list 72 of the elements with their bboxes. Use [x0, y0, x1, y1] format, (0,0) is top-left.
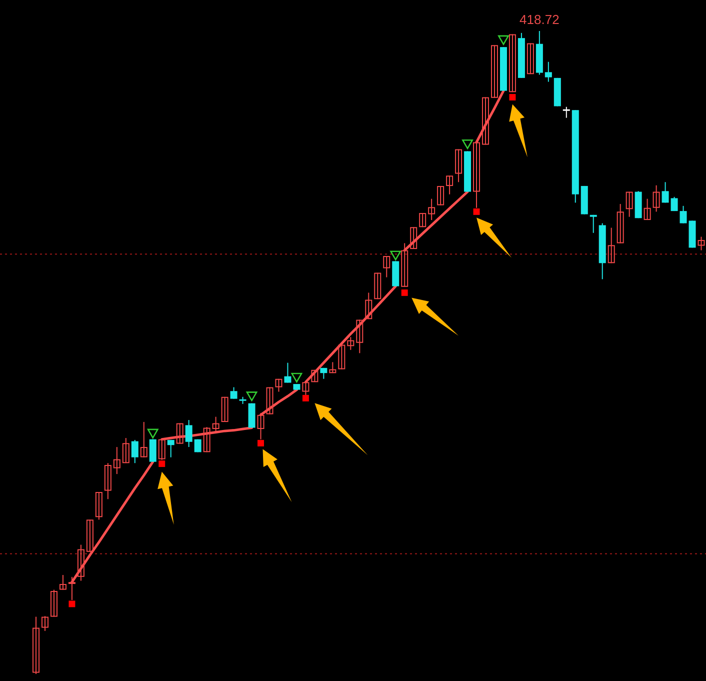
- candlestick: [616, 203, 624, 244]
- point: [390, 250, 402, 260]
- candlestick: [562, 106, 570, 118]
- point: [498, 35, 509, 45]
- candlestick: [680, 205, 687, 224]
- candlestick: [698, 236, 705, 251]
- candlestick: [266, 386, 274, 415]
- candlestick: [347, 336, 354, 350]
- candlestick: [95, 492, 102, 520]
- candlestick: [203, 426, 210, 453]
- candlestick: [608, 227, 615, 264]
- candlestick: [446, 175, 454, 195]
- candlestick: [86, 519, 94, 552]
- candlestick: [257, 412, 264, 440]
- candlestick: [644, 198, 651, 221]
- candlestick: [338, 344, 346, 370]
- point: [291, 372, 302, 382]
- candlestick: [455, 148, 462, 183]
- candlestick: [508, 34, 516, 93]
- candlestick: [590, 214, 597, 234]
- candlestick: [68, 576, 76, 601]
- candlestick: [32, 616, 40, 674]
- candlestick: [437, 185, 444, 206]
- candlestick: [374, 272, 382, 300]
- candlestick: [311, 369, 318, 383]
- candlestick: [275, 378, 282, 392]
- candlestick: [230, 386, 238, 400]
- point: [302, 394, 309, 402]
- candlestick: [626, 191, 633, 218]
- point: [246, 392, 258, 402]
- candlestick: [544, 61, 552, 82]
- candlestick: [401, 242, 408, 288]
- candlestick: [526, 42, 534, 75]
- point: [258, 440, 264, 446]
- point: [401, 289, 408, 296]
- candlestick: [428, 198, 436, 221]
- point: [68, 600, 76, 608]
- candlestick: [419, 212, 426, 228]
- candlestick: [383, 256, 390, 278]
- candlestick: [59, 574, 66, 590]
- point: [147, 428, 158, 438]
- candlestick: [212, 416, 220, 432]
- candlestick: [41, 616, 48, 632]
- candlestick: [149, 438, 156, 462]
- candlestick: [131, 439, 138, 464]
- candlestick: [167, 439, 174, 458]
- text: 418.72: [520, 12, 560, 27]
- candlestick: [104, 462, 112, 500]
- candlestick: [113, 446, 120, 475]
- candlestick: [329, 362, 336, 374]
- candlestick: [140, 421, 148, 458]
- candlestick: [158, 438, 166, 460]
- candlestick: [221, 396, 228, 422]
- candlestick: [490, 44, 498, 98]
- candlestick: [670, 196, 678, 212]
- candlestick: [356, 319, 364, 354]
- candlestick: [652, 184, 660, 212]
- candlestick: [185, 420, 192, 448]
- candlestick: [122, 438, 130, 464]
- candlestick: [482, 96, 489, 146]
- candlestick: [50, 589, 58, 618]
- candlestick: [77, 544, 84, 582]
- point: [158, 460, 166, 467]
- candlestick: [176, 422, 184, 444]
- point: [462, 139, 473, 150]
- candlestick: [662, 182, 669, 204]
- point: [509, 94, 516, 100]
- candlestick: [365, 292, 372, 320]
- point: [473, 208, 480, 215]
- candlestick: [284, 362, 292, 384]
- candlestick: [410, 226, 418, 250]
- candlestick: [473, 140, 480, 208]
